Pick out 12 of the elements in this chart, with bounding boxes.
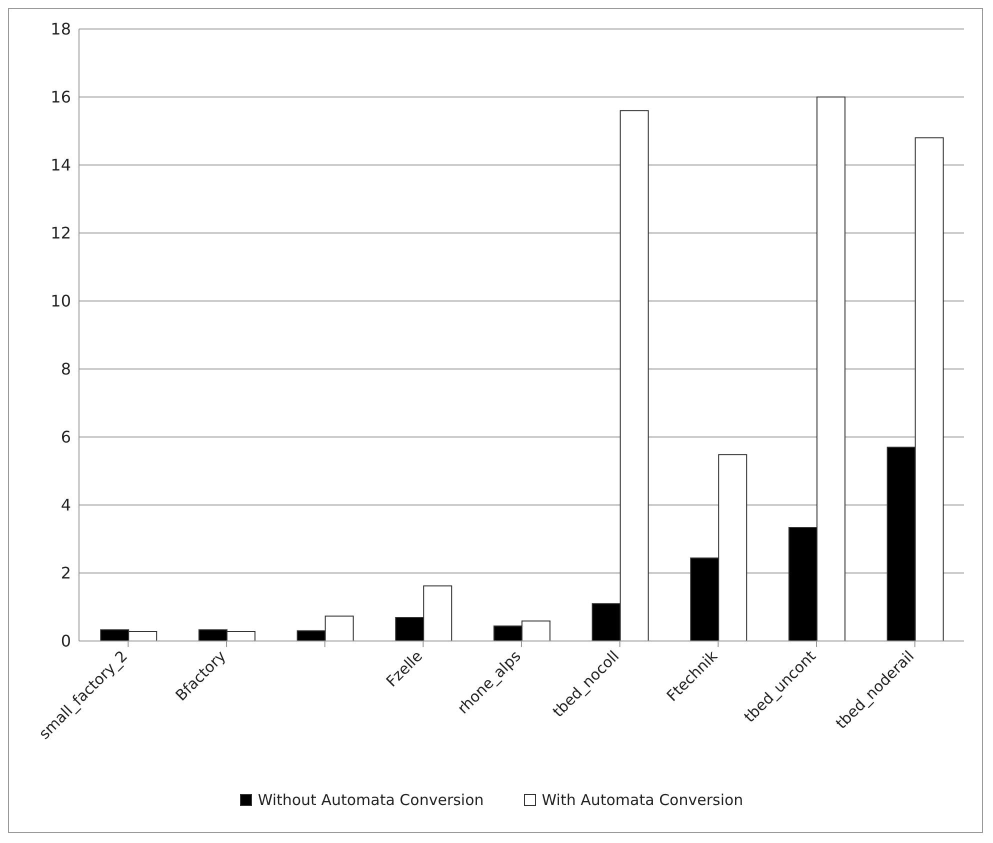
y-tick-label: 6 xyxy=(60,428,71,447)
y-tick-label: 8 xyxy=(60,360,71,379)
y-tick-label: 2 xyxy=(60,564,71,583)
y-tick-label: 4 xyxy=(60,496,71,515)
y-tick-label: 14 xyxy=(50,156,71,175)
y-tick-label: 12 xyxy=(50,224,71,243)
legend-label: With Automata Conversion xyxy=(542,791,744,809)
y-tick-label: 10 xyxy=(50,292,71,311)
y-tick-label: 16 xyxy=(50,88,71,107)
legend-label: Without Automata Conversion xyxy=(258,791,484,809)
y-tick-label: 0 xyxy=(60,632,71,651)
y-tick-label: 18 xyxy=(50,20,71,39)
